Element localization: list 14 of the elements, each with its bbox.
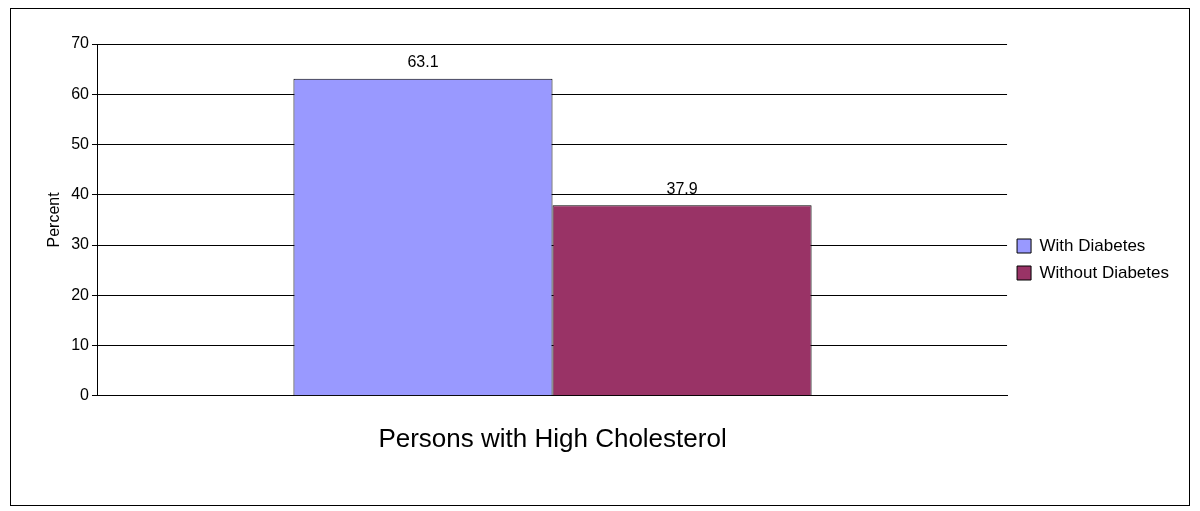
y-tick-label: 10 bbox=[71, 335, 90, 353]
y-tick-label: 20 bbox=[71, 285, 90, 303]
y-tick-label: 30 bbox=[71, 235, 90, 253]
data-label: 63.1 bbox=[407, 53, 439, 71]
y-tick-label: 70 bbox=[71, 34, 90, 52]
y-tick-label: 40 bbox=[71, 185, 90, 203]
legend-label: With Diabetes bbox=[1039, 235, 1146, 255]
legend-label: Without Diabetes bbox=[1039, 262, 1169, 282]
y-tick-label: 0 bbox=[80, 386, 90, 404]
y-tick-label: 50 bbox=[71, 134, 90, 152]
y-tick-label: 60 bbox=[71, 84, 90, 102]
y-axis-title: Percent bbox=[45, 191, 63, 248]
x-tick-label: Persons with High Cholesterol bbox=[378, 422, 727, 453]
data-label: 37.9 bbox=[666, 179, 698, 197]
